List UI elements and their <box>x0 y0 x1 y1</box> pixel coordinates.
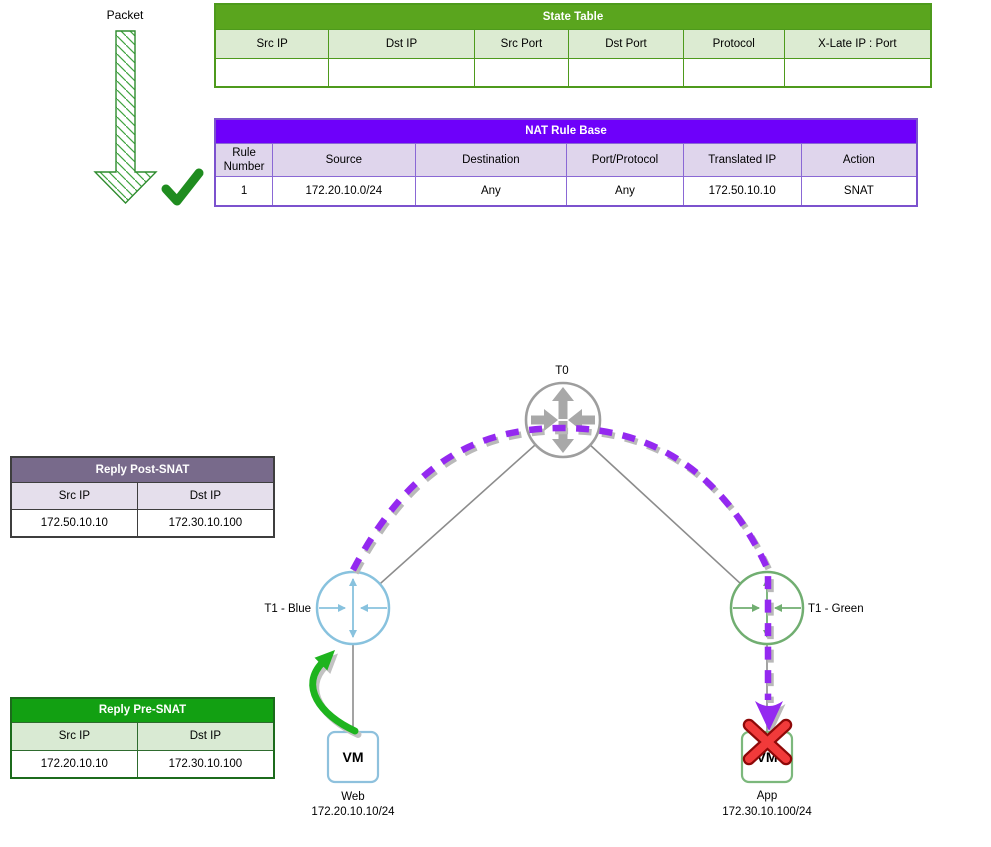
state-table-col-dst-ip: Dst IP <box>328 29 475 59</box>
app-vm-name: App <box>757 790 777 802</box>
pre-snat-row: 172.20.10.10 172.30.10.100 <box>10 750 275 779</box>
packet-arrow-icon <box>93 30 158 204</box>
t0-label: T0 <box>555 365 568 377</box>
state-table-col-src-ip: Src IP <box>214 29 330 59</box>
web-vm-box: VM <box>326 730 380 784</box>
blocked-x-icon <box>742 718 793 766</box>
state-table-cell <box>783 58 932 88</box>
post-snat-col-dst-ip: Dst IP <box>136 482 275 510</box>
pre-snat-dst-ip: 172.30.10.100 <box>136 750 275 779</box>
reply-post-snat-table: Reply Post-SNAT Src IP Dst IP 172.50.10.… <box>10 456 275 538</box>
web-vm-ip: 172.20.10.10/24 <box>311 806 395 818</box>
post-snat-title: Reply Post-SNAT <box>10 456 275 483</box>
reply-pre-snat-table: Reply Pre-SNAT Src IP Dst IP 172.20.10.1… <box>10 697 275 779</box>
t0-router-icon <box>524 381 602 459</box>
nat-col-rule-number: Rule Number <box>214 143 274 177</box>
nat-col-action: Action <box>800 143 918 177</box>
t1-blue-label: T1 - Blue <box>264 603 311 615</box>
state-table-col-xlate: X-Late IP : Port <box>783 29 932 59</box>
pre-snat-title: Reply Pre-SNAT <box>10 697 275 723</box>
reply-path-purple <box>350 424 786 734</box>
state-table-cell <box>682 58 785 88</box>
state-table-cell <box>214 58 330 88</box>
pre-snat-src-ip: 172.20.10.10 <box>10 750 138 779</box>
topology-links <box>352 419 768 733</box>
state-table-col-src-port: Src Port <box>473 29 570 59</box>
state-table-col-dst-port: Dst Port <box>568 29 684 59</box>
post-snat-dst-ip: 172.30.10.100 <box>136 509 275 538</box>
nat-rule-row: 1 172.20.10.0/24 Any Any 172.50.10.10 SN… <box>214 176 918 207</box>
state-table-cell <box>473 58 570 88</box>
packet-label: Packet <box>107 8 144 22</box>
state-table-row <box>214 58 932 88</box>
nat-col-destination: Destination <box>414 143 568 177</box>
nat-col-source: Source <box>272 143 416 177</box>
app-vm-ip: 172.30.10.100/24 <box>722 806 812 818</box>
nat-cell-port-protocol: Any <box>566 176 684 207</box>
state-table-cell <box>568 58 684 88</box>
post-snat-src-ip: 172.50.10.10 <box>10 509 138 538</box>
state-table-cell <box>328 58 475 88</box>
pre-snat-col-dst-ip: Dst IP <box>136 722 275 751</box>
nat-cell-destination: Any <box>414 176 568 207</box>
web-vm-name: Web <box>341 791 364 803</box>
nat-table-title: NAT Rule Base <box>214 118 918 144</box>
reply-arrow-green <box>309 649 362 738</box>
nat-cell-source: 172.20.10.0/24 <box>272 176 416 207</box>
nat-cell-rule-number: 1 <box>214 176 274 207</box>
nat-cell-action: SNAT <box>800 176 918 207</box>
pre-snat-col-src-ip: Src IP <box>10 722 138 751</box>
nat-col-port-protocol: Port/Protocol <box>566 143 684 177</box>
state-table-title: State Table <box>214 3 932 30</box>
t1-green-label: T1 - Green <box>808 603 864 615</box>
t1-blue-router-icon <box>315 570 391 646</box>
nat-cell-translated-ip: 172.50.10.10 <box>682 176 802 207</box>
state-table: State Table Src IP Dst IP Src Port Dst P… <box>214 3 932 88</box>
post-snat-row: 172.50.10.10 172.30.10.100 <box>10 509 275 538</box>
nat-rule-base-table: NAT Rule Base Rule Number Source Destina… <box>214 118 918 207</box>
post-snat-col-src-ip: Src IP <box>10 482 138 510</box>
state-table-col-protocol: Protocol <box>682 29 785 59</box>
nat-col-translated-ip: Translated IP <box>682 143 802 177</box>
web-vm-label: VM <box>343 749 364 765</box>
allowed-checkmark-icon <box>161 168 204 206</box>
